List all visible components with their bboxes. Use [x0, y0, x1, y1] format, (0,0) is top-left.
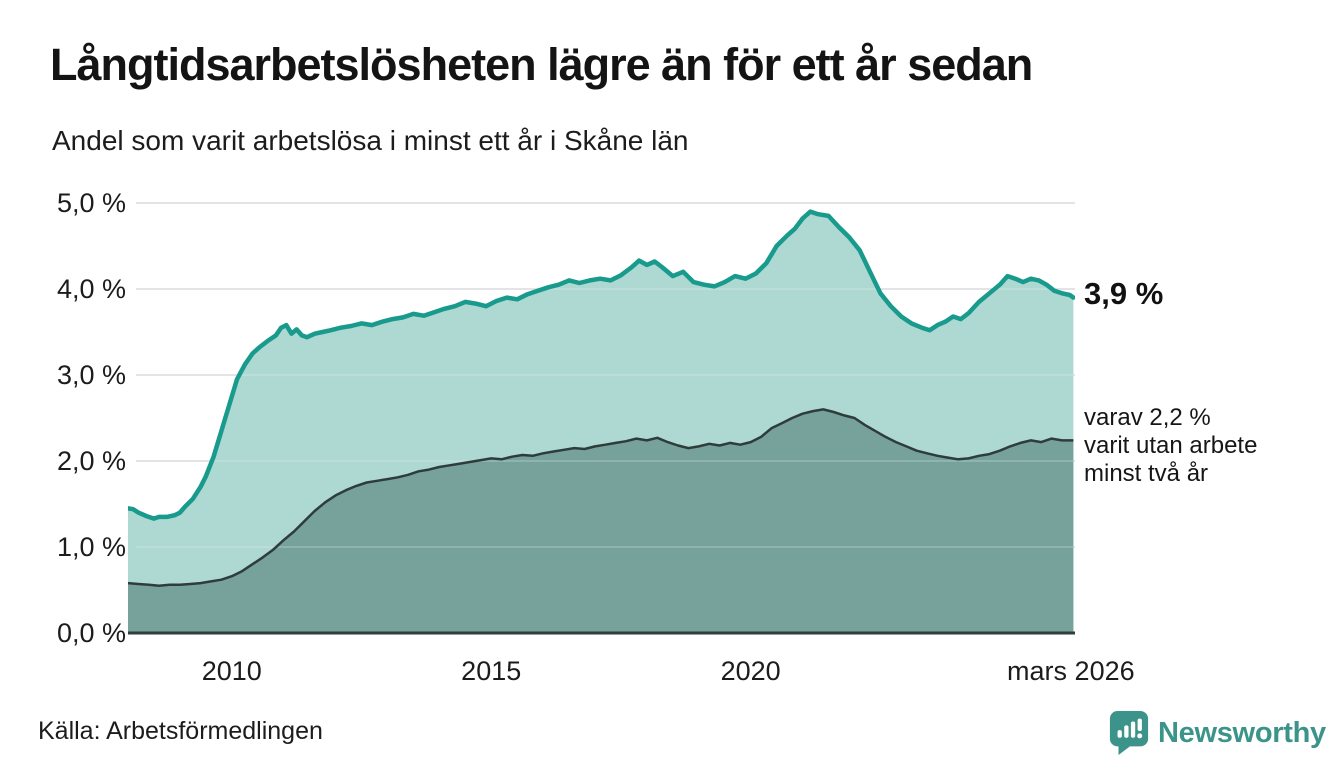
- two-year-annotation-line1: varav 2,2 %: [1084, 404, 1211, 431]
- end-value-annotation: 3,9 %: [1084, 276, 1164, 311]
- page-subtitle: Andel som varit arbetslösa i minst ett å…: [52, 125, 689, 156]
- newsworthy-logo-icon: [1109, 711, 1149, 755]
- two-year-annotation-line2: varit utan arbete: [1084, 432, 1258, 459]
- y-tick-label: 0,0 %: [56, 618, 126, 648]
- y-tick-label: 2,0 %: [56, 446, 126, 476]
- gridlines-over: [136, 202, 1075, 548]
- two-year-annotation-line3: minst två år: [1084, 460, 1209, 487]
- x-tick-label: 2015: [461, 656, 522, 686]
- area-chart: [128, 202, 1075, 635]
- y-tick-label: 3,0 %: [56, 360, 126, 390]
- source-credit: Källa: Arbetsförmedlingen: [38, 717, 323, 745]
- page-title: Långtidsarbetslösheten lägre än för ett …: [50, 39, 1033, 90]
- line-two-year: [128, 408, 1074, 587]
- line-total: [128, 209, 1075, 521]
- y-tick-label: 1,0 %: [56, 532, 126, 562]
- newsworthy-logo[interactable]: Newsworthy: [1108, 708, 1326, 758]
- y-tick-label: 4,0 %: [56, 274, 126, 304]
- area-fill-two-year: [128, 409, 1074, 633]
- y-tick-label: 5,0 %: [56, 188, 126, 218]
- two-year-annotation: varav 2,2 % varit utan arbete minst två …: [1084, 404, 1257, 488]
- x-tick-label: 2020: [720, 656, 781, 686]
- x-tick-label: 2010: [201, 656, 262, 686]
- newsworthy-wordmark: Newsworthy: [1158, 716, 1326, 749]
- x-tick-label: mars 2026: [1007, 656, 1135, 686]
